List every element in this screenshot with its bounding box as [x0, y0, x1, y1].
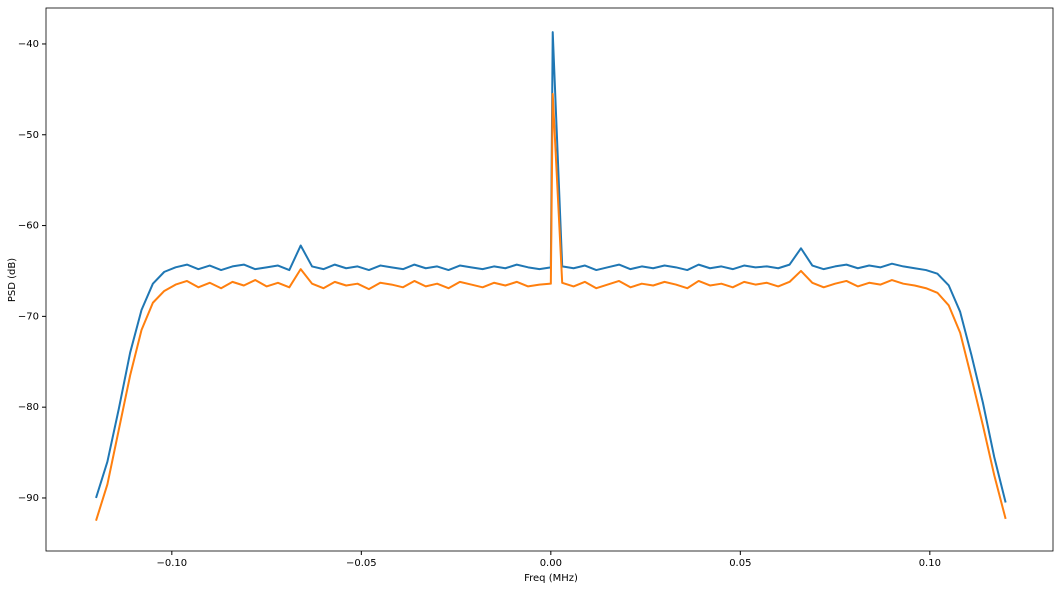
- y-tick-label: −40: [18, 39, 39, 50]
- y-tick-label: −80: [18, 402, 39, 413]
- x-tick-label: −0.05: [346, 558, 377, 569]
- x-tick-label: 0.00: [540, 558, 562, 569]
- y-axis-label: PSD (dB): [7, 258, 18, 302]
- x-axis-label: Freq (MHz): [524, 573, 578, 584]
- x-tick-label: −0.10: [156, 558, 187, 569]
- data-line: [95, 92, 1007, 521]
- x-tick-label: 0.10: [919, 558, 941, 569]
- y-tick-label: −90: [18, 493, 39, 504]
- y-tick-label: −60: [18, 221, 39, 232]
- y-tick-label: −50: [18, 130, 39, 141]
- plot-frame: [45, 7, 1054, 552]
- y-tick-label: −70: [18, 311, 39, 322]
- x-tick-label: 0.05: [729, 558, 751, 569]
